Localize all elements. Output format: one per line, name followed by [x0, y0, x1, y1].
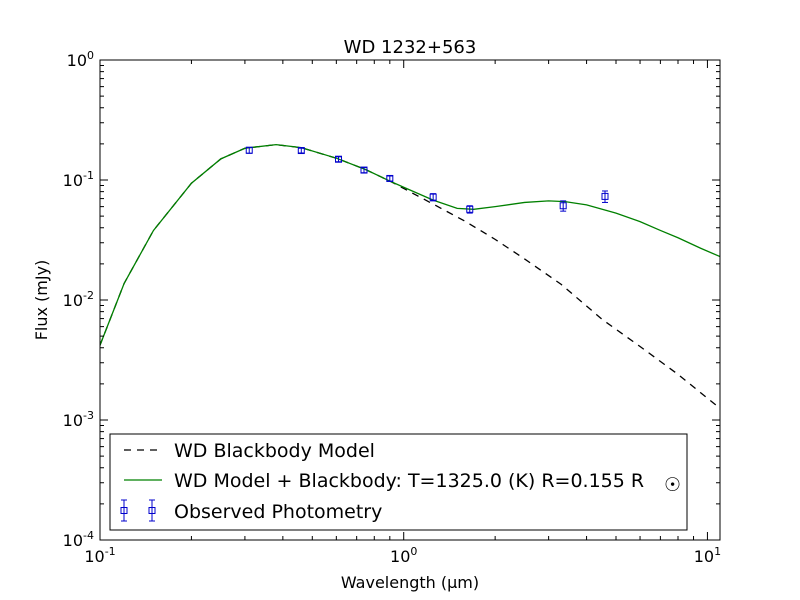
x-tick-label: 101 — [694, 545, 721, 566]
legend-label-wd-model: WD Model + Blackbody: T=1325.0 (K) R=0.1… — [174, 470, 644, 492]
legend-entry-wd-model-plus-blackbody: WD Model + Blackbody: T=1325.0 (K) R=0.1… — [124, 470, 681, 496]
y-axis-title: Flux (mJy) — [32, 260, 51, 341]
photometry-marker — [245, 146, 253, 154]
observed-photometry-points — [245, 146, 609, 214]
legend-swatch-errorbar-1 — [120, 499, 128, 522]
photometry-point — [297, 147, 305, 155]
photometry-point — [429, 193, 437, 202]
photometry-marker — [429, 193, 437, 201]
y-tick-label: 10-3 — [63, 409, 94, 430]
y-tick-label: 100 — [67, 49, 94, 70]
y-tick-label: 10-2 — [63, 289, 94, 310]
y-axis-label: Flux (mJy) — [32, 260, 51, 341]
series-wd-model-plus-blackbody-line — [100, 144, 720, 346]
photometry-marker — [297, 147, 305, 155]
x-tick-label: 10-1 — [84, 545, 115, 566]
legend-swatch-errorbar-2 — [148, 499, 156, 522]
legend-entry-observed-photometry: Observed Photometry — [120, 499, 382, 523]
legend-entry-wd-blackbody: WD Blackbody Model — [124, 440, 375, 462]
photometry-point — [466, 205, 474, 214]
x-axis-label: Wavelength (μm) — [341, 573, 479, 592]
legend: WD Blackbody Model WD Model + Blackbody:… — [109, 433, 688, 531]
photometry-point — [360, 166, 368, 174]
photometry-point — [386, 174, 394, 182]
legend-label-wd-blackbody: WD Blackbody Model — [174, 440, 375, 462]
legend-box — [109, 433, 688, 531]
photometry-marker — [335, 155, 343, 163]
photometry-marker — [601, 192, 609, 200]
x-axis-title: Wavelength (μm) — [341, 573, 479, 592]
photometry-marker — [466, 205, 474, 213]
legend-label-observed-photometry: Observed Photometry — [174, 501, 382, 523]
photometry-marker — [360, 166, 368, 174]
y-tick-label: 10-1 — [63, 169, 94, 190]
photometry-point — [335, 155, 343, 163]
photometry-point — [245, 146, 253, 154]
photometry-marker — [559, 202, 567, 210]
photometry-marker — [386, 174, 394, 182]
sun-symbol: ☉ — [664, 474, 681, 496]
photometry-point — [601, 190, 609, 203]
axis-ticks: 10-1 100 101 100 10-1 10-2 10-3 10-4 — [63, 49, 721, 566]
x-tick-label: 100 — [390, 545, 417, 566]
y-tick-label: 10-4 — [63, 529, 94, 550]
photometry-point — [559, 200, 567, 212]
chart-title: WD 1232+563 — [344, 37, 477, 58]
